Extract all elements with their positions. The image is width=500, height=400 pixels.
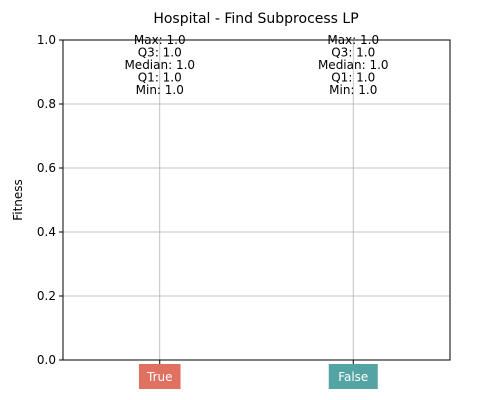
stat-label: Q3: 1.0 xyxy=(331,46,375,60)
stat-label: Min: 1.0 xyxy=(329,83,377,97)
stat-label: Q1: 1.0 xyxy=(138,71,182,85)
x-tick-label: True xyxy=(146,370,173,384)
stat-label: Median: 1.0 xyxy=(318,58,389,72)
tick-layer: 0.0 0.2 0.4 0.6 0.8 1.0 xyxy=(37,33,354,367)
y-tick-label: 0.4 xyxy=(37,225,56,239)
stat-label: Min: 1.0 xyxy=(136,83,184,97)
category-layer: True False xyxy=(138,364,378,389)
y-tick-label: 0.6 xyxy=(37,161,56,175)
y-tick-label: 0.0 xyxy=(37,353,56,367)
grid-layer xyxy=(63,39,450,361)
x-tick-label: False xyxy=(338,370,368,384)
category-badge-true: True xyxy=(138,364,181,389)
chart-title: Hospital - Find Subprocess LP xyxy=(153,11,358,27)
y-axis-label: Fitness xyxy=(11,179,25,221)
category-badge-bg xyxy=(138,364,181,389)
y-tick-label: 1.0 xyxy=(37,33,56,47)
plot-frame xyxy=(62,39,451,361)
category-badge-bg xyxy=(328,364,378,389)
stat-label: Q3: 1.0 xyxy=(138,46,182,60)
category-badge-false: False xyxy=(328,364,378,389)
y-tick-label: 0.2 xyxy=(37,289,56,303)
y-tick-label: 0.8 xyxy=(37,97,56,111)
stat-label: Q1: 1.0 xyxy=(331,71,375,85)
stat-label: Median: 1.0 xyxy=(124,58,195,72)
